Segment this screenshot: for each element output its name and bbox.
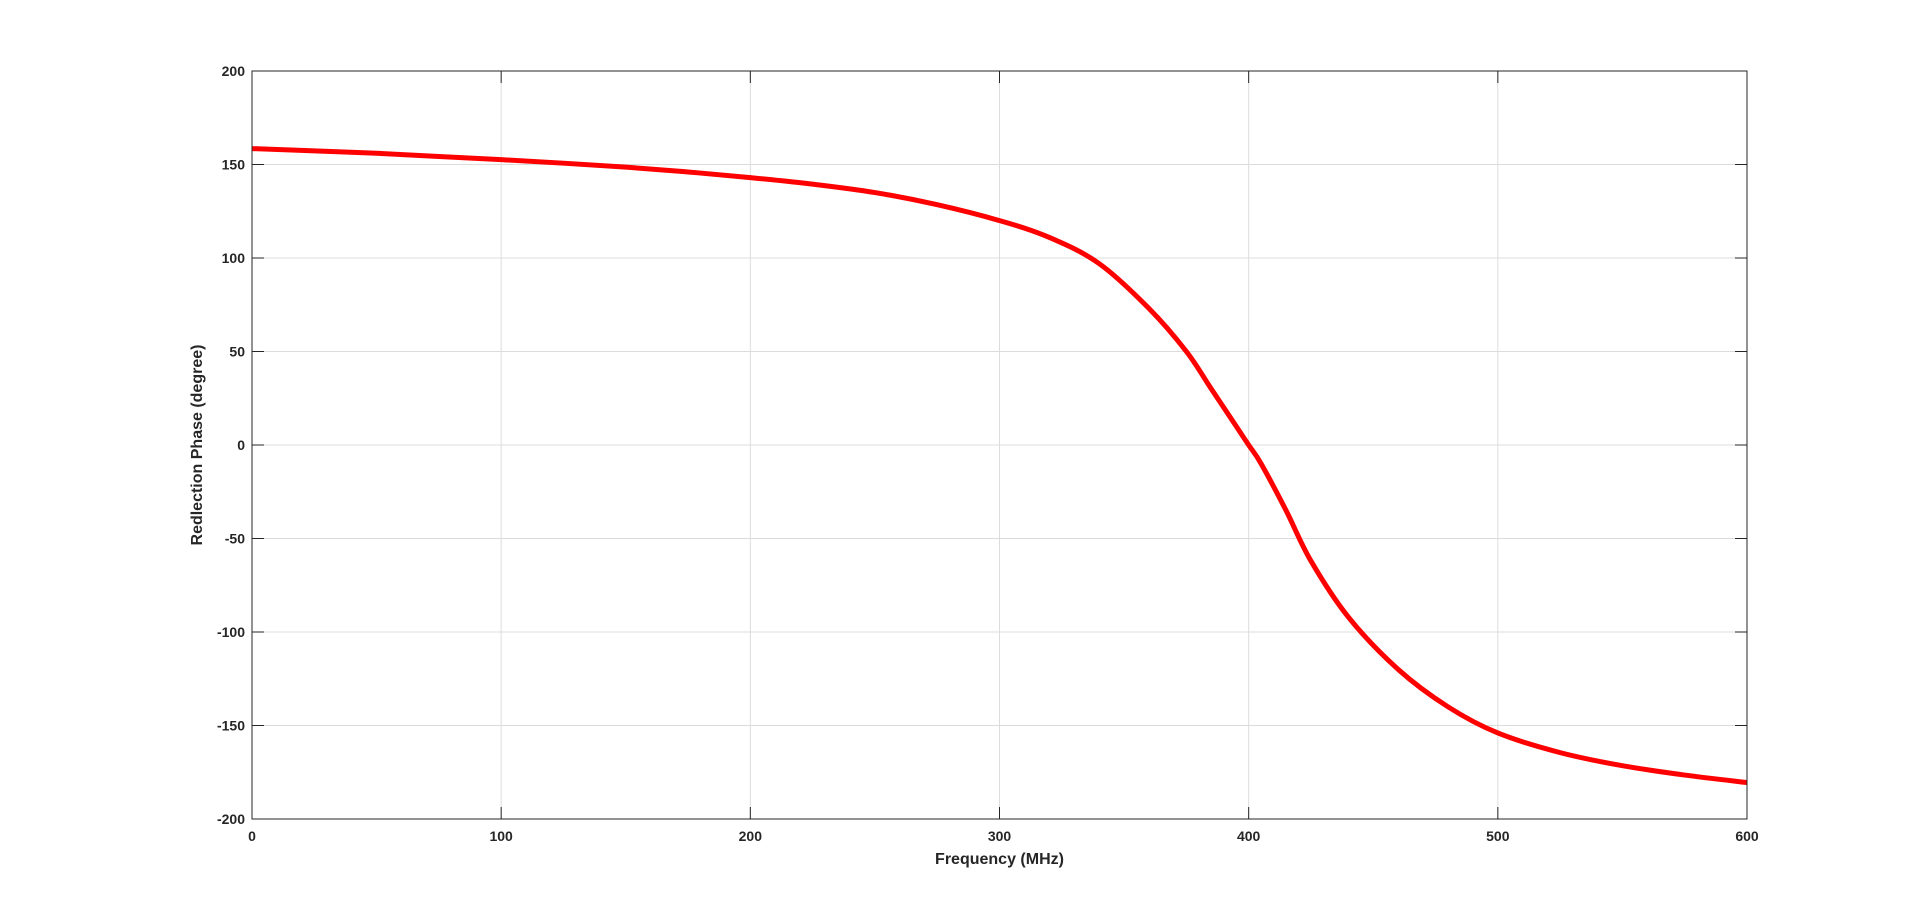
- series-line: [251, 146, 1748, 786]
- x-tick-label: 500: [1486, 828, 1510, 844]
- x-tick-label: 300: [988, 828, 1012, 844]
- y-tick-label: -150: [217, 718, 245, 734]
- x-tick-label: 200: [739, 828, 763, 844]
- x-tick-label: 100: [489, 828, 513, 844]
- y-tick-label: 100: [222, 250, 246, 266]
- x-axis-title: Frequency (MHz): [935, 851, 1064, 868]
- grid-layer: [251, 70, 1748, 820]
- y-axis-title: Redlection Phase (degree): [189, 345, 206, 546]
- y-tick-label: 0: [237, 437, 245, 453]
- y-tick-label: -50: [225, 531, 245, 547]
- x-tick-label: 400: [1237, 828, 1261, 844]
- x-tick-label: 0: [248, 828, 256, 844]
- y-tick-label: 150: [222, 157, 246, 173]
- series-layer: [251, 146, 1748, 786]
- axes-frame-layer: [251, 70, 1748, 820]
- y-tick-label: 50: [229, 344, 245, 360]
- y-tick-label: -200: [217, 811, 245, 827]
- x-tick-label: 600: [1735, 828, 1759, 844]
- tick-label-layer: 0 100 200 300 400 500 600200150100500-50-100-1…: [217, 63, 1759, 844]
- plot-frame: [251, 70, 1748, 820]
- y-tick-label: 200: [222, 63, 246, 79]
- y-tick-label: -100: [217, 624, 245, 640]
